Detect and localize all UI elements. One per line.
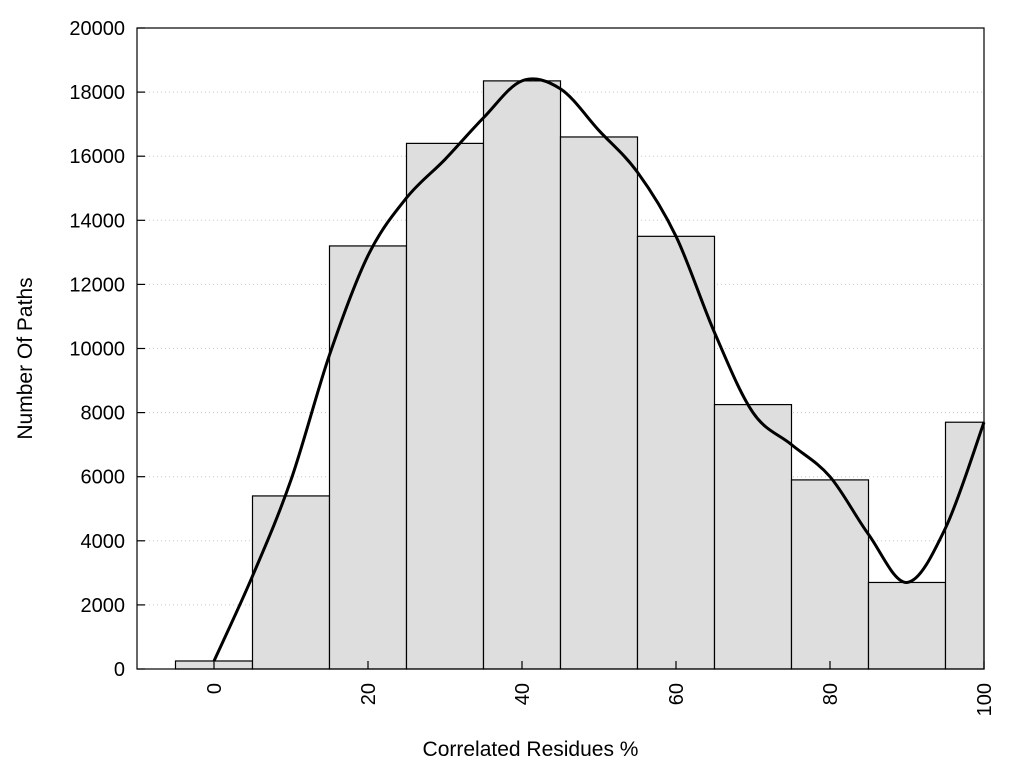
x-tick-label: 20 — [358, 683, 380, 705]
y-axis-title: Number Of Paths — [14, 277, 37, 439]
x-tick-label: 100 — [974, 683, 996, 716]
histogram-bar — [328, 245, 408, 670]
curve-layer — [212, 77, 986, 662]
y-tick-label: 0 — [114, 659, 125, 681]
x-axis: 0 20 40 60 80 100 — [204, 661, 996, 716]
density-curve — [212, 77, 986, 662]
histogram-bar — [790, 479, 870, 670]
histogram-bar — [405, 142, 485, 670]
y-tick-label: 16000 — [69, 146, 125, 168]
y-tick-label: 18000 — [69, 82, 125, 104]
bars-layer — [174, 80, 985, 670]
x-axis-title: Correlated Residues % — [423, 738, 639, 761]
histogram-bar — [867, 581, 947, 670]
x-tick-label: 80 — [820, 683, 842, 705]
y-tick-label: 14000 — [69, 210, 125, 232]
x-tick-label: 40 — [512, 683, 534, 705]
histogram-bar — [559, 136, 639, 670]
histogram-bar — [944, 421, 985, 670]
histogram-bar — [713, 403, 793, 670]
histogram-bar — [482, 80, 562, 670]
histogram-bar — [251, 495, 331, 670]
y-tick-label: 4000 — [81, 531, 126, 553]
x-tick-label: 0 — [204, 683, 226, 694]
y-tick-label: 10000 — [69, 339, 125, 361]
y-axis: 0 2000 4000 6000 8000 10000 12000 14000 16000 180… — [69, 18, 145, 681]
y-tick-label: 6000 — [81, 467, 126, 489]
y-tick-label: 20000 — [69, 18, 125, 40]
y-tick-label: 8000 — [81, 403, 126, 425]
y-tick-label: 2000 — [81, 595, 126, 617]
x-tick-label: 60 — [666, 683, 688, 705]
y-tick-label: 12000 — [69, 274, 125, 296]
